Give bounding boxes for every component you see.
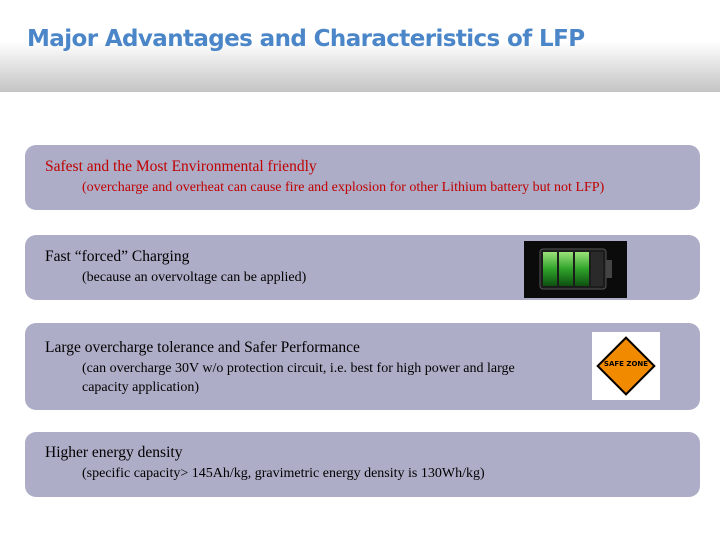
item-detail: (because an overvoltage can be applied)	[82, 270, 307, 285]
item-heading: Safest and the Most Environmental friend…	[45, 158, 317, 175]
item-box: Safest and the Most Environmental friend…	[25, 145, 700, 210]
item-detail: (overcharge and overheat can cause fire …	[82, 180, 605, 195]
item-detail: (can overcharge 30V w/o protection circu…	[82, 361, 515, 395]
safe-zone-sign: SAFE ZONE	[592, 332, 660, 400]
slide-title: Major Advantages and Characteristics of …	[27, 26, 585, 52]
battery-graphic	[539, 248, 612, 290]
item-box: Large overcharge tolerance and Safer Per…	[25, 323, 700, 410]
item-detail: (specific capacity> 145Ah/kg, gravimetri…	[82, 466, 485, 481]
item-heading: Large overcharge tolerance and Safer Per…	[45, 339, 360, 356]
item-heading: Higher energy density	[45, 444, 183, 461]
header-band	[0, 0, 720, 92]
item-heading: Fast “forced” Charging	[45, 248, 190, 265]
battery-image	[524, 241, 627, 298]
item-box: Higher energy density (specific capacity…	[25, 432, 700, 497]
sign-text: SAFE ZONE	[603, 360, 649, 368]
